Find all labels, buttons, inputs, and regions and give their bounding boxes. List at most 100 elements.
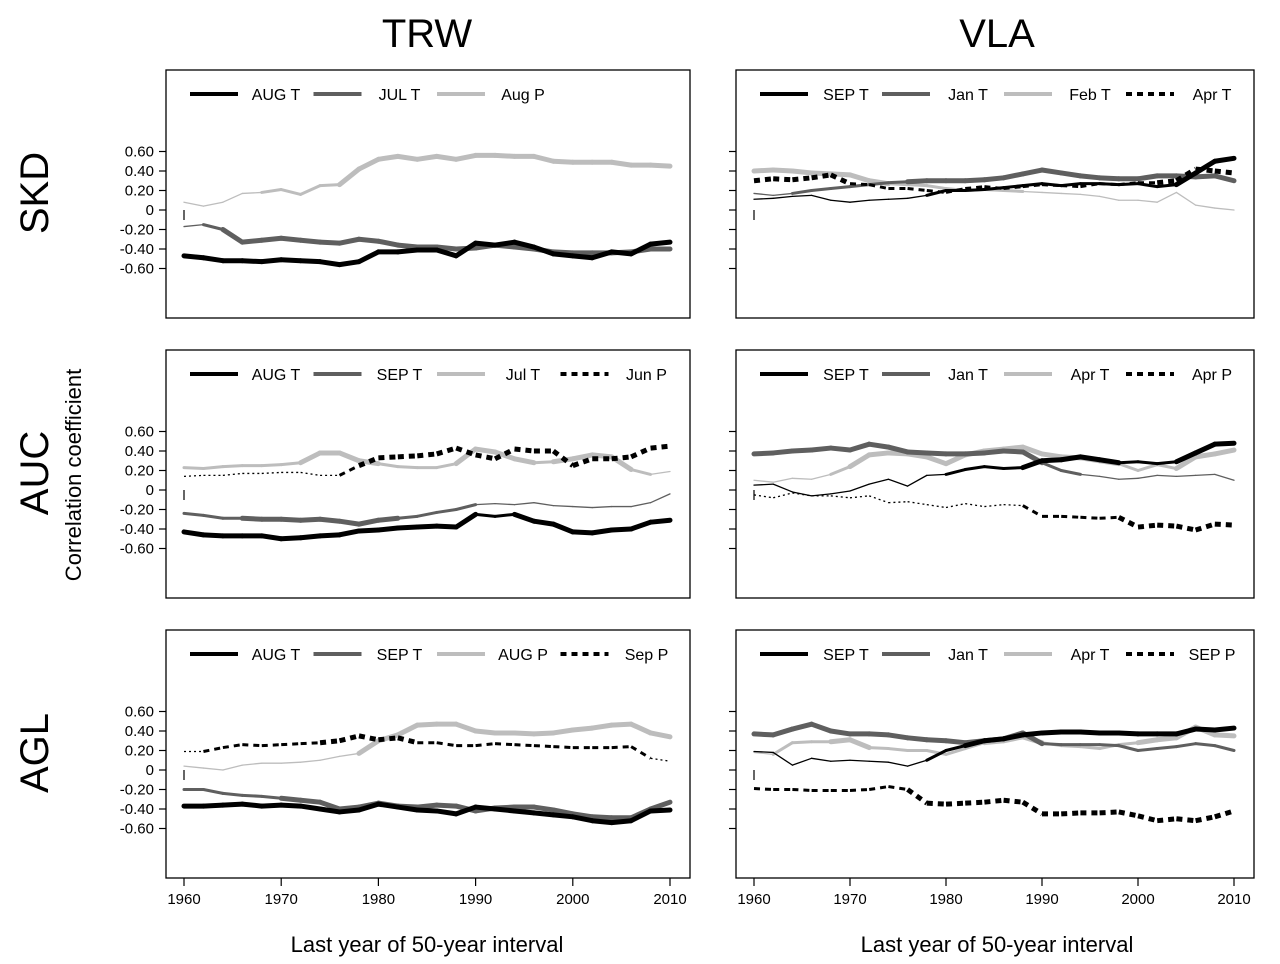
- series-segment: [494, 502, 516, 506]
- series-segment: [944, 747, 967, 756]
- series-segment: [830, 199, 851, 203]
- series-segment: [1174, 742, 1198, 749]
- series-segment: [356, 236, 381, 244]
- series-sep-t: [182, 493, 671, 527]
- series-segment: [772, 483, 794, 493]
- series-segment: [1020, 458, 1045, 471]
- series-segment: [337, 518, 362, 527]
- legend-label: Jun P: [626, 367, 667, 384]
- series-segment: [849, 182, 870, 187]
- y-tick-label: -0.40: [120, 241, 154, 258]
- series-segment: [849, 495, 870, 499]
- series-segment: [396, 514, 419, 520]
- series-segment: [1061, 184, 1081, 189]
- series-segment: [789, 168, 815, 176]
- series-segment: [278, 535, 304, 542]
- series-segment: [494, 742, 515, 747]
- series-sep-t: [753, 440, 1237, 497]
- series-segment: [1156, 191, 1178, 203]
- legend-label: AUG T: [252, 367, 301, 384]
- series-segment: [866, 450, 891, 458]
- series-segment: [924, 737, 949, 744]
- series-segment: [791, 194, 813, 198]
- legend-label: Feb T: [1069, 87, 1111, 104]
- series-segment: [221, 791, 244, 797]
- series-segment: [945, 503, 966, 509]
- series-segment: [849, 788, 870, 792]
- series-segment: [492, 806, 517, 814]
- series-segment: [1117, 741, 1140, 747]
- series-segment: [203, 746, 224, 753]
- series-segment: [1078, 745, 1102, 751]
- series-segment: [866, 731, 891, 738]
- series-segment: [1193, 451, 1218, 460]
- series-segment: [1080, 182, 1100, 189]
- series-segment: [925, 749, 948, 762]
- series-segment: [630, 502, 652, 508]
- series-segment: [753, 751, 774, 756]
- series-segment: [770, 167, 795, 174]
- series-segment: [1097, 175, 1122, 182]
- series-segment: [1136, 463, 1159, 472]
- series-segment: [944, 468, 967, 476]
- series-segment: [201, 513, 225, 520]
- series-segment: [965, 503, 985, 508]
- series-segment: [299, 184, 322, 196]
- series-segment: [962, 177, 987, 184]
- series-segment: [1137, 474, 1158, 479]
- series-segment: [1212, 725, 1237, 733]
- series-segment: [772, 195, 794, 199]
- series-segment: [1156, 178, 1177, 186]
- series-segment: [1173, 450, 1199, 465]
- series-segment: [888, 785, 908, 791]
- series-sep-p: [753, 785, 1235, 824]
- series-segment: [298, 533, 323, 541]
- series-segment: [436, 741, 457, 748]
- series-segment: [1077, 454, 1103, 463]
- panel-frame: [165, 629, 691, 879]
- series-apr-p: [753, 492, 1235, 533]
- series-segment: [531, 244, 556, 257]
- series-segment: [649, 493, 671, 504]
- series-segment: [317, 799, 343, 812]
- series-segment: [1155, 463, 1178, 471]
- series-segment: [962, 738, 987, 749]
- series-segment: [591, 505, 613, 509]
- y-axis-label: Correlation coefficient: [61, 369, 86, 581]
- series-segment: [1002, 189, 1025, 193]
- series-segment: [550, 521, 576, 535]
- series-segment: [202, 767, 224, 771]
- series-segment: [751, 167, 776, 174]
- series-segment: [181, 253, 206, 261]
- series-segment: [200, 255, 226, 264]
- series-segment: [337, 807, 362, 815]
- series-segment: [1214, 808, 1235, 820]
- series-segment: [1022, 504, 1043, 518]
- series-segment: [1061, 810, 1081, 817]
- x-tick-label: 2010: [1217, 891, 1250, 908]
- series-segment: [570, 452, 595, 462]
- series-segment: [259, 533, 284, 542]
- series-segment: [242, 743, 262, 748]
- y-tick-label: 0.60: [125, 704, 154, 721]
- series-segment: [1137, 522, 1158, 530]
- series-jun-p: [183, 443, 671, 477]
- legend: AUG T SEP T AUG P Sep P: [190, 647, 668, 664]
- series-segment: [982, 465, 1006, 471]
- series-segment: [550, 251, 576, 259]
- y-tick-label: -0.20: [120, 502, 154, 519]
- series-segment: [278, 795, 304, 803]
- series-segment: [648, 517, 673, 525]
- series-segment: [1117, 462, 1140, 472]
- series-segment: [1040, 742, 1063, 747]
- series-segment: [492, 239, 517, 248]
- series-segment: [1137, 199, 1158, 203]
- y-tick-label: 0: [146, 762, 154, 779]
- series-segment: [317, 239, 343, 246]
- series-segment: [550, 727, 576, 736]
- legend-label: SEP T: [377, 647, 423, 664]
- series-segment: [1173, 726, 1199, 737]
- series-segment: [434, 808, 459, 817]
- series-segment: [1212, 732, 1237, 739]
